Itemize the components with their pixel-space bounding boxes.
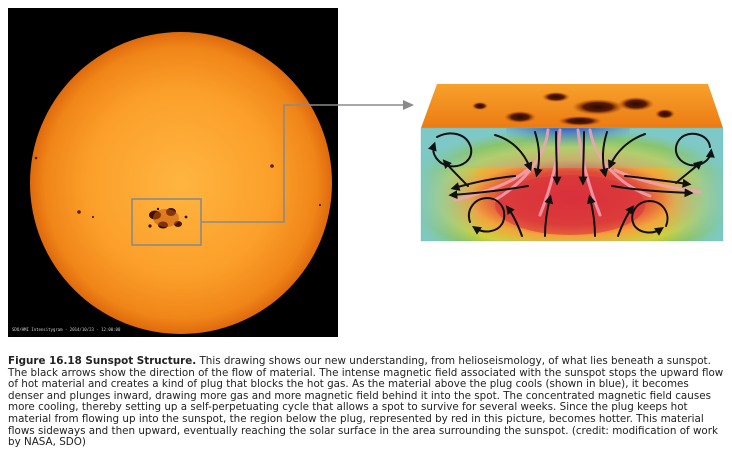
flow-arrow: [617, 205, 635, 237]
flow-arrow: [631, 199, 669, 236]
caption-text: This drawing shows our new understanding…: [8, 355, 724, 449]
sunspot-structure-figure: SDO/HMI Intensitygram - 2014/10/23 - 12:…: [8, 8, 724, 337]
flow-arrow: [624, 175, 692, 188]
small-sunspots: [34, 156, 322, 219]
flow-arrow: [675, 160, 703, 184]
sunspot-cutaway-block: [420, 84, 724, 242]
figure-label: Figure 16.18 Sunspot Structure.: [8, 355, 197, 367]
flow-arrow: [442, 159, 469, 187]
flow-arrow: [428, 132, 473, 168]
flow-arrow: [544, 194, 554, 237]
surface-spots: [472, 92, 675, 126]
flow-arrow: [611, 185, 694, 198]
flow-arrow: [607, 133, 646, 170]
flow-arrow: [599, 131, 609, 178]
callout-arrowhead: [403, 100, 414, 110]
flow-arrows: [428, 131, 715, 237]
sun-disk: [30, 32, 332, 334]
flow-arrow: [533, 131, 543, 178]
flow-arrow: [578, 131, 588, 186]
flow-arrow: [552, 131, 562, 186]
flow-arrow: [674, 132, 715, 167]
sunspot-group: [148, 207, 188, 229]
flow-arrow: [494, 134, 533, 172]
photosphere-surface: [421, 84, 723, 128]
flow-arrow: [586, 194, 596, 237]
flow-arrow: [448, 185, 529, 200]
image-credit-line: SDO/HMI Intensitygram - 2014/10/23 - 12:…: [12, 327, 121, 332]
callout-arrow: [201, 104, 404, 223]
figure-caption: Figure 16.18 Sunspot Structure. This dra…: [8, 355, 724, 449]
flow-arrow: [450, 175, 516, 191]
flow-arrow: [505, 205, 523, 237]
flow-arrow: [468, 196, 506, 235]
